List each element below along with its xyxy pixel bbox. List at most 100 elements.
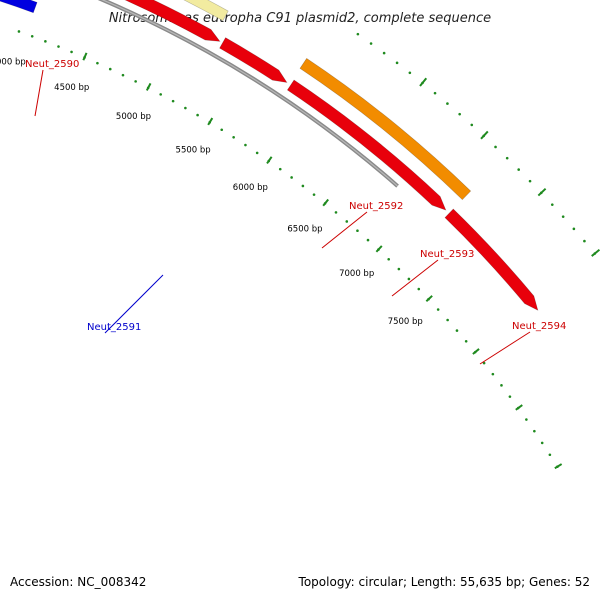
- scale-tick-label: 7500 bp: [388, 317, 423, 327]
- scale-dot-inner: [184, 106, 187, 110]
- scale-dot-inner: [508, 395, 512, 398]
- scale-dot-inner: [491, 372, 495, 376]
- scale-dot-inner: [290, 176, 293, 179]
- backbone-layer: [97, 0, 399, 188]
- map-title: Nitrosomonas eutropha C91 plasmid2, comp…: [109, 11, 491, 26]
- gene-label: Neut_2593: [420, 249, 474, 260]
- scale-dot-outer: [458, 112, 461, 116]
- scale-dot-inner: [134, 80, 137, 83]
- scale-tick-inner: [472, 348, 480, 355]
- gene-neut-2594: [299, 58, 472, 201]
- scale-dot-inner: [345, 220, 349, 223]
- scale-dot-inner: [366, 238, 370, 242]
- scale-dot-inner: [446, 318, 449, 322]
- backbone-highlight: [101, 0, 398, 187]
- scale-dot-inner: [196, 113, 199, 117]
- scale-tick-inner: [266, 156, 273, 164]
- scale-dot-inner: [455, 329, 459, 332]
- gene-label: Neut_2594: [512, 321, 566, 332]
- scale-dot-inner: [334, 211, 338, 214]
- scale-dot-outer: [408, 71, 412, 75]
- scale-dot-outer: [505, 156, 509, 160]
- scale-dot-outer: [369, 42, 373, 45]
- scale-dot-outer: [583, 239, 586, 243]
- scale-tick-label: 4500 bp: [54, 83, 89, 93]
- scale-tick-outer: [480, 130, 489, 140]
- scale-dot-outer: [550, 203, 554, 206]
- scale-dot-inner: [17, 30, 21, 33]
- scale-dot-outer: [382, 51, 386, 55]
- gene-red-3: [444, 208, 539, 311]
- gene-neut-2593: [219, 37, 288, 83]
- scale-dot-inner: [548, 453, 552, 457]
- gene-label-leader: [391, 259, 439, 297]
- genes-layer: [0, 0, 539, 311]
- scale-tick-inner: [207, 117, 214, 126]
- scale-dot-outer: [517, 168, 520, 171]
- scale-tick-outer: [419, 77, 428, 87]
- scale-tick-inner: [515, 404, 523, 411]
- scale-dot-outer: [395, 61, 399, 65]
- scale-dot-inner: [220, 128, 224, 132]
- scale-tick-inner: [322, 198, 329, 207]
- scale-dot-outer: [528, 179, 532, 183]
- scale-dot-inner: [482, 361, 486, 365]
- topology-text: Topology: circular; Length: 55,635 bp; G…: [298, 575, 590, 589]
- scale-dot-outer: [561, 215, 565, 218]
- scale-dot-outer: [572, 227, 576, 231]
- scale-dot-inner: [232, 136, 235, 139]
- gene-labels: Neut_2590 Neut_2591 Neut_2592 Neut_2593 Neut…: [25, 59, 566, 365]
- scale-dot-inner: [70, 50, 73, 54]
- scale-dot-inner: [244, 143, 247, 147]
- gene-label-leader: [104, 274, 164, 334]
- scale-dot-inner: [30, 35, 34, 38]
- scale-dot-inner: [255, 151, 259, 155]
- gene-label: Neut_2591: [87, 322, 141, 333]
- scale-dot-inner: [540, 441, 544, 445]
- scale-tick-inner: [375, 245, 383, 253]
- scale-dot-inner: [387, 257, 391, 261]
- scale-dot-inner: [525, 418, 528, 421]
- scale-tick-label: 4000 bp: [0, 58, 26, 68]
- gene-red-2: [286, 79, 447, 211]
- scale-tick-label: 5000 bp: [116, 112, 151, 122]
- scale-dot-inner: [301, 184, 305, 188]
- scale-dot-inner: [171, 99, 175, 103]
- scale-dot-inner: [108, 67, 112, 71]
- scale-dot-inner: [407, 277, 411, 281]
- scale-tick-inner: [145, 82, 152, 91]
- gene-label: Neut_2590: [25, 59, 79, 70]
- scale-dot-inner: [436, 308, 440, 311]
- accession-text: Accession: NC_008342: [10, 575, 146, 589]
- scale-dot-inner: [159, 93, 162, 96]
- scale-dot-inner: [312, 193, 316, 196]
- scale-tick-label: 6000 bp: [233, 183, 268, 193]
- scale-dot-inner: [533, 429, 536, 433]
- gene-neut-2591: [0, 0, 38, 14]
- scale-tick-inner: [554, 463, 563, 470]
- scale-dot-inner: [417, 287, 421, 291]
- scale-dot-outer: [446, 102, 449, 105]
- scale-dot-inner: [397, 267, 401, 271]
- scale-tick-outer: [537, 187, 547, 197]
- scale-dot-inner: [278, 167, 282, 171]
- gene-label-leader: [479, 331, 531, 365]
- scale-tick-label: 5500 bp: [176, 146, 211, 156]
- scale-tick-inner: [425, 295, 433, 303]
- gene-neut-2592: [183, 0, 229, 22]
- scale-tick-label: 7000 bp: [339, 269, 374, 279]
- scale-dot-outer: [494, 145, 497, 149]
- scale-dot-inner: [500, 384, 503, 387]
- scale-dot-inner: [121, 73, 125, 77]
- scale-dot-inner: [356, 229, 359, 232]
- scale-dot-outer: [433, 91, 437, 95]
- scale-dot-inner: [44, 40, 47, 43]
- scale-dot-inner: [96, 61, 99, 65]
- scale-dot-outer: [356, 32, 360, 36]
- scale-tick-label: 6500 bp: [287, 224, 322, 234]
- gene-label-leader: [321, 211, 368, 249]
- gene-red-1: [124, 0, 221, 42]
- scale-dot-inner: [57, 45, 60, 48]
